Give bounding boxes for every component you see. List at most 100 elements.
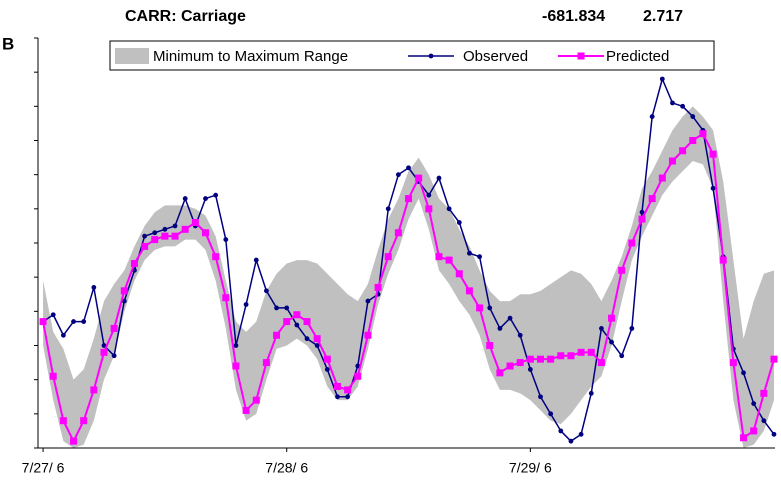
marker: [354, 372, 362, 380]
x-tick-label: 7/27/ 6: [22, 460, 65, 476]
marker: [253, 257, 259, 263]
marker: [526, 355, 534, 363]
marker: [141, 242, 149, 250]
marker: [121, 298, 127, 304]
marker: [335, 394, 340, 400]
marker: [152, 230, 158, 236]
marker: [750, 427, 758, 435]
legend: Minimum to Maximum Range Observed Predicte…: [109, 40, 715, 71]
marker: [587, 348, 595, 356]
marker: [151, 236, 159, 244]
marker: [172, 223, 178, 229]
marker: [658, 174, 666, 182]
marker: [181, 225, 189, 233]
marker: [294, 322, 300, 328]
marker: [436, 175, 442, 181]
marker: [557, 352, 565, 360]
marker: [567, 352, 575, 360]
marker: [456, 220, 462, 225]
marker: [142, 233, 147, 239]
marker: [384, 253, 392, 261]
marker: [171, 232, 179, 240]
marker: [538, 394, 543, 400]
marker: [304, 336, 310, 342]
marker: [39, 318, 47, 326]
marker: [588, 390, 594, 396]
marker: [597, 359, 605, 367]
marker: [405, 195, 413, 203]
marker: [548, 411, 554, 417]
marker: [223, 237, 229, 242]
marker: [639, 209, 645, 215]
marker: [710, 185, 716, 191]
marker: [262, 359, 270, 367]
marker: [467, 250, 472, 256]
marker: [100, 348, 108, 356]
marker: [81, 319, 87, 324]
marker: [90, 386, 98, 394]
annotation: -681.834: [542, 8, 605, 25]
marker: [648, 195, 656, 203]
marker: [547, 355, 555, 363]
marker: [425, 205, 433, 213]
marker: [609, 339, 614, 345]
legend-label: Observed: [463, 48, 528, 65]
marker: [516, 359, 524, 367]
marker: [629, 326, 635, 331]
marker: [709, 150, 717, 158]
marker: [130, 260, 138, 267]
marker: [120, 287, 128, 295]
marker: [162, 226, 168, 232]
marker: [242, 406, 250, 414]
marker: [355, 363, 361, 369]
marker: [446, 206, 452, 212]
marker: [465, 287, 473, 295]
marker: [760, 389, 768, 397]
marker: [202, 229, 209, 237]
marker: [496, 369, 504, 377]
marker: [50, 312, 56, 318]
marker: [222, 294, 230, 302]
marker: [578, 431, 584, 437]
marker: [333, 383, 341, 390]
marker: [486, 342, 494, 349]
marker: [729, 359, 737, 367]
marker: [608, 314, 616, 322]
marker: [161, 232, 169, 240]
marker: [680, 103, 686, 109]
marker: [638, 215, 646, 223]
marker: [80, 417, 88, 425]
marker: [344, 386, 352, 394]
marker: [395, 172, 401, 178]
marker: [740, 434, 748, 442]
marker: [60, 332, 66, 338]
marker: [699, 130, 707, 138]
marker: [406, 165, 411, 171]
marker: [111, 353, 117, 359]
marker: [507, 315, 513, 321]
marker: [771, 431, 777, 437]
series-line: [42, 78, 775, 442]
marker: [517, 332, 523, 338]
marker: [345, 394, 351, 400]
marker: [426, 192, 432, 198]
marker: [668, 157, 676, 165]
marker: [455, 270, 463, 278]
marker: [324, 367, 330, 372]
marker: [303, 318, 311, 326]
marker: [537, 355, 544, 363]
marker: [506, 362, 514, 370]
marker: [101, 343, 107, 348]
marker: [649, 114, 655, 119]
marker: [273, 331, 281, 339]
legend-marker: [577, 52, 585, 60]
marker: [233, 343, 239, 348]
x-tick-label: 7/29/ 6: [509, 460, 552, 476]
marker: [568, 438, 574, 444]
annotation: 2.717: [643, 8, 683, 25]
marker: [751, 401, 757, 406]
marker: [110, 324, 118, 332]
marker: [476, 304, 484, 312]
marker: [364, 331, 372, 339]
